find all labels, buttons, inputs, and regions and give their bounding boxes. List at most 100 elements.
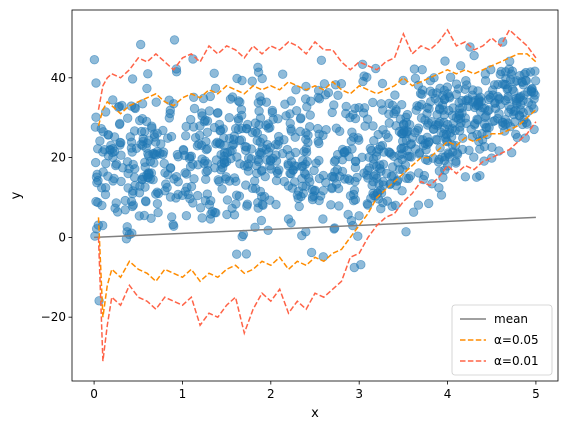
scatter-point: [120, 205, 130, 215]
scatter-point: [434, 182, 444, 193]
scatter-point: [145, 156, 156, 167]
scatter-point: [233, 115, 244, 126]
scatter-point: [103, 130, 114, 140]
scatter-point: [241, 142, 252, 152]
scatter-point: [96, 123, 107, 134]
scatter-point: [473, 86, 483, 96]
scatter-point: [290, 147, 301, 158]
scatter-point: [391, 106, 401, 117]
scatter-point: [97, 200, 107, 211]
scatter-point: [440, 152, 450, 162]
scatter-point: [242, 199, 253, 209]
scatter-point: [330, 155, 341, 165]
scatter-point: [412, 101, 422, 111]
scatter-point: [286, 169, 296, 179]
scatter-point: [237, 75, 247, 86]
y-tick-label: 20: [51, 151, 66, 165]
scatter-point: [140, 196, 151, 206]
y-tick-label: 40: [51, 71, 66, 85]
scatter-point: [171, 193, 181, 203]
scatter-point: [408, 207, 419, 217]
scatter-point: [231, 249, 242, 259]
scatter-point: [373, 129, 383, 140]
scatter-point: [189, 174, 199, 184]
scatter-point: [384, 118, 395, 128]
scatter-point: [256, 215, 267, 226]
scatter-point: [156, 139, 166, 149]
scatter-point: [323, 87, 334, 98]
scatter-point: [386, 149, 396, 159]
scatter-point: [475, 144, 485, 154]
legend-label: mean: [494, 312, 528, 326]
scatter-point: [108, 95, 118, 105]
scatter-point: [404, 173, 414, 184]
scatter-point: [236, 104, 247, 115]
scatter-point: [450, 125, 460, 136]
y-tick-label: 0: [58, 230, 66, 244]
scatter-point: [441, 136, 452, 146]
scatter-point: [349, 262, 360, 273]
scatter-point: [368, 121, 378, 131]
scatter-point: [414, 168, 424, 178]
scatter-point: [274, 165, 284, 175]
scatter-point: [409, 64, 420, 74]
scatter-point: [161, 179, 171, 189]
scatter-point: [255, 92, 265, 102]
scatter-point: [201, 136, 211, 147]
scatter-point: [108, 152, 118, 163]
scatter-point: [451, 158, 461, 168]
scatter-point: [305, 121, 315, 132]
y-axis-label: y: [9, 191, 24, 199]
scatter-point: [372, 147, 382, 157]
scatter-point: [216, 165, 226, 175]
scatter-point: [425, 75, 436, 86]
scatter-point: [166, 212, 177, 222]
scatter-point: [454, 110, 464, 121]
scatter-point: [241, 249, 252, 259]
scatter-point: [469, 50, 479, 61]
scatter-point: [151, 97, 161, 107]
series-line-1-0: [97, 53, 537, 126]
scatter-point: [278, 69, 288, 79]
scatter-point: [122, 113, 133, 123]
scatter-point: [417, 64, 427, 75]
scatter-point: [377, 140, 388, 151]
scatter-point: [424, 137, 434, 147]
plot-area: [89, 28, 541, 362]
legend-label: α=0.01: [494, 354, 539, 368]
scatter-point: [364, 163, 375, 173]
scatter-point: [273, 114, 283, 124]
scatter-point: [291, 85, 301, 95]
scatter-point: [158, 125, 168, 136]
scatter-point: [318, 214, 328, 224]
scatter-point: [271, 150, 281, 160]
legend-label: α=0.05: [494, 333, 539, 347]
scatter-point: [213, 175, 223, 185]
scatter-point: [231, 199, 241, 209]
scatter-point: [89, 55, 100, 65]
scatter-point: [265, 156, 276, 166]
x-axis-label: x: [311, 406, 319, 421]
scatter-point: [101, 158, 111, 169]
scatter-point: [210, 83, 221, 94]
scatter-point: [189, 103, 200, 114]
scatter-point: [393, 158, 403, 168]
scatter-point: [249, 176, 260, 186]
scatter-point: [257, 143, 268, 153]
scatter-point: [200, 174, 211, 185]
x-tick-label: 5: [532, 387, 540, 401]
scatter-point: [514, 111, 525, 121]
scatter-point: [231, 190, 242, 200]
axis-ticks: 0 1 2 3 4 5 −20 0 20 40: [41, 71, 540, 401]
scatter-point: [202, 116, 213, 126]
scatter-point: [530, 76, 541, 86]
scatter-point: [91, 112, 101, 122]
scatter-point: [291, 105, 302, 116]
scatter-point: [141, 143, 151, 153]
scatter-point: [164, 113, 175, 123]
scatter-point: [348, 195, 359, 206]
scatter-point: [343, 209, 353, 220]
scatter-point: [306, 247, 317, 258]
scatter-point: [224, 112, 235, 123]
scatter-point: [282, 144, 293, 155]
